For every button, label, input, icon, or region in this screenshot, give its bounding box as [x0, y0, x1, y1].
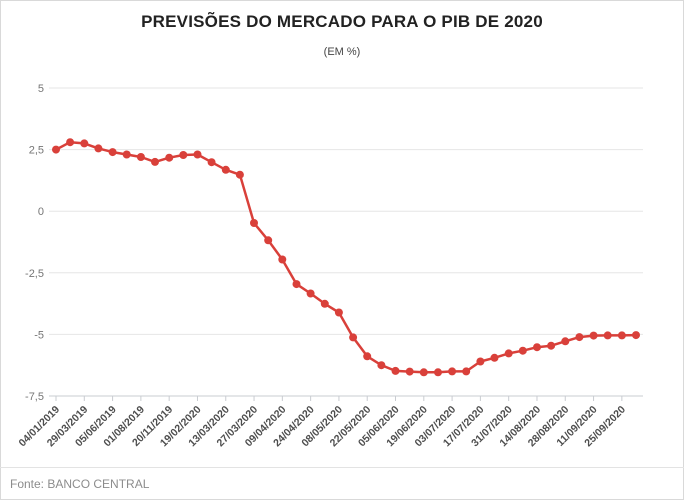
data-point [547, 341, 556, 350]
data-point [533, 343, 541, 352]
data-point [165, 153, 174, 162]
y-tick-label: -2,5 [25, 268, 44, 280]
data-point [207, 158, 216, 167]
data-point [448, 367, 457, 376]
data-point [108, 148, 117, 157]
data-point [80, 139, 89, 148]
forecast-points [52, 138, 640, 377]
data-point [476, 357, 485, 366]
data-point [377, 361, 386, 370]
data-point [136, 153, 145, 161]
data-point [66, 138, 75, 147]
chart-title: PREVISÕES DO MERCADO PARA O PIB DE 2020 [141, 12, 543, 31]
data-point [278, 255, 287, 264]
chart-source: Fonte: BANCO CENTRAL [10, 477, 150, 491]
data-point [419, 368, 428, 377]
y-tick-label: -7,5 [25, 391, 44, 403]
chart-area: 5 2,5 0 -2,5 -5 -7,5 04/01/2019 29/03/2019 05/06… [0, 70, 684, 466]
data-point [334, 308, 343, 317]
x-axis-labels: 04/01/201929/03/201905/06/201901/08/2019… [16, 404, 628, 450]
data-point [504, 349, 513, 358]
data-point [363, 352, 372, 361]
data-point [405, 367, 414, 376]
data-point [434, 368, 442, 377]
y-tick-label: 0 [38, 206, 44, 218]
data-point [94, 144, 103, 153]
data-point [589, 331, 598, 340]
data-point [603, 331, 612, 340]
data-point [193, 150, 202, 159]
gdp-forecast-line-chart: 5 2,5 0 -2,5 -5 -7,504/01/201929/03/201905/06… [16, 83, 643, 450]
data-point [518, 346, 527, 355]
data-point [561, 337, 570, 346]
y-tick-label: 5 [38, 83, 44, 95]
footer-divider [0, 467, 684, 468]
y-tick-label: 2,5 [29, 145, 44, 157]
data-point [292, 280, 301, 289]
data-point [320, 299, 329, 308]
data-point [349, 333, 358, 342]
y-tick-label: -5 [34, 329, 44, 341]
data-point [151, 157, 159, 166]
data-point [617, 331, 626, 340]
data-point [221, 165, 230, 174]
x-axis-ticks [55, 396, 623, 401]
data-point [122, 150, 131, 159]
data-point [179, 151, 188, 159]
chart-subtitle: (EM %) [323, 46, 361, 58]
gridlines [49, 87, 643, 397]
data-point [575, 333, 584, 342]
y-axis-labels: 5 2,5 0 -2,5 -5 -7,5 [25, 83, 44, 403]
data-point [490, 353, 499, 362]
data-point [632, 331, 640, 340]
data-point [250, 219, 258, 227]
data-point [462, 367, 471, 376]
data-point [52, 145, 60, 154]
data-point [391, 366, 400, 375]
data-point [235, 170, 244, 179]
data-point [306, 289, 315, 298]
forecast-line [55, 140, 637, 374]
data-point [264, 236, 273, 245]
